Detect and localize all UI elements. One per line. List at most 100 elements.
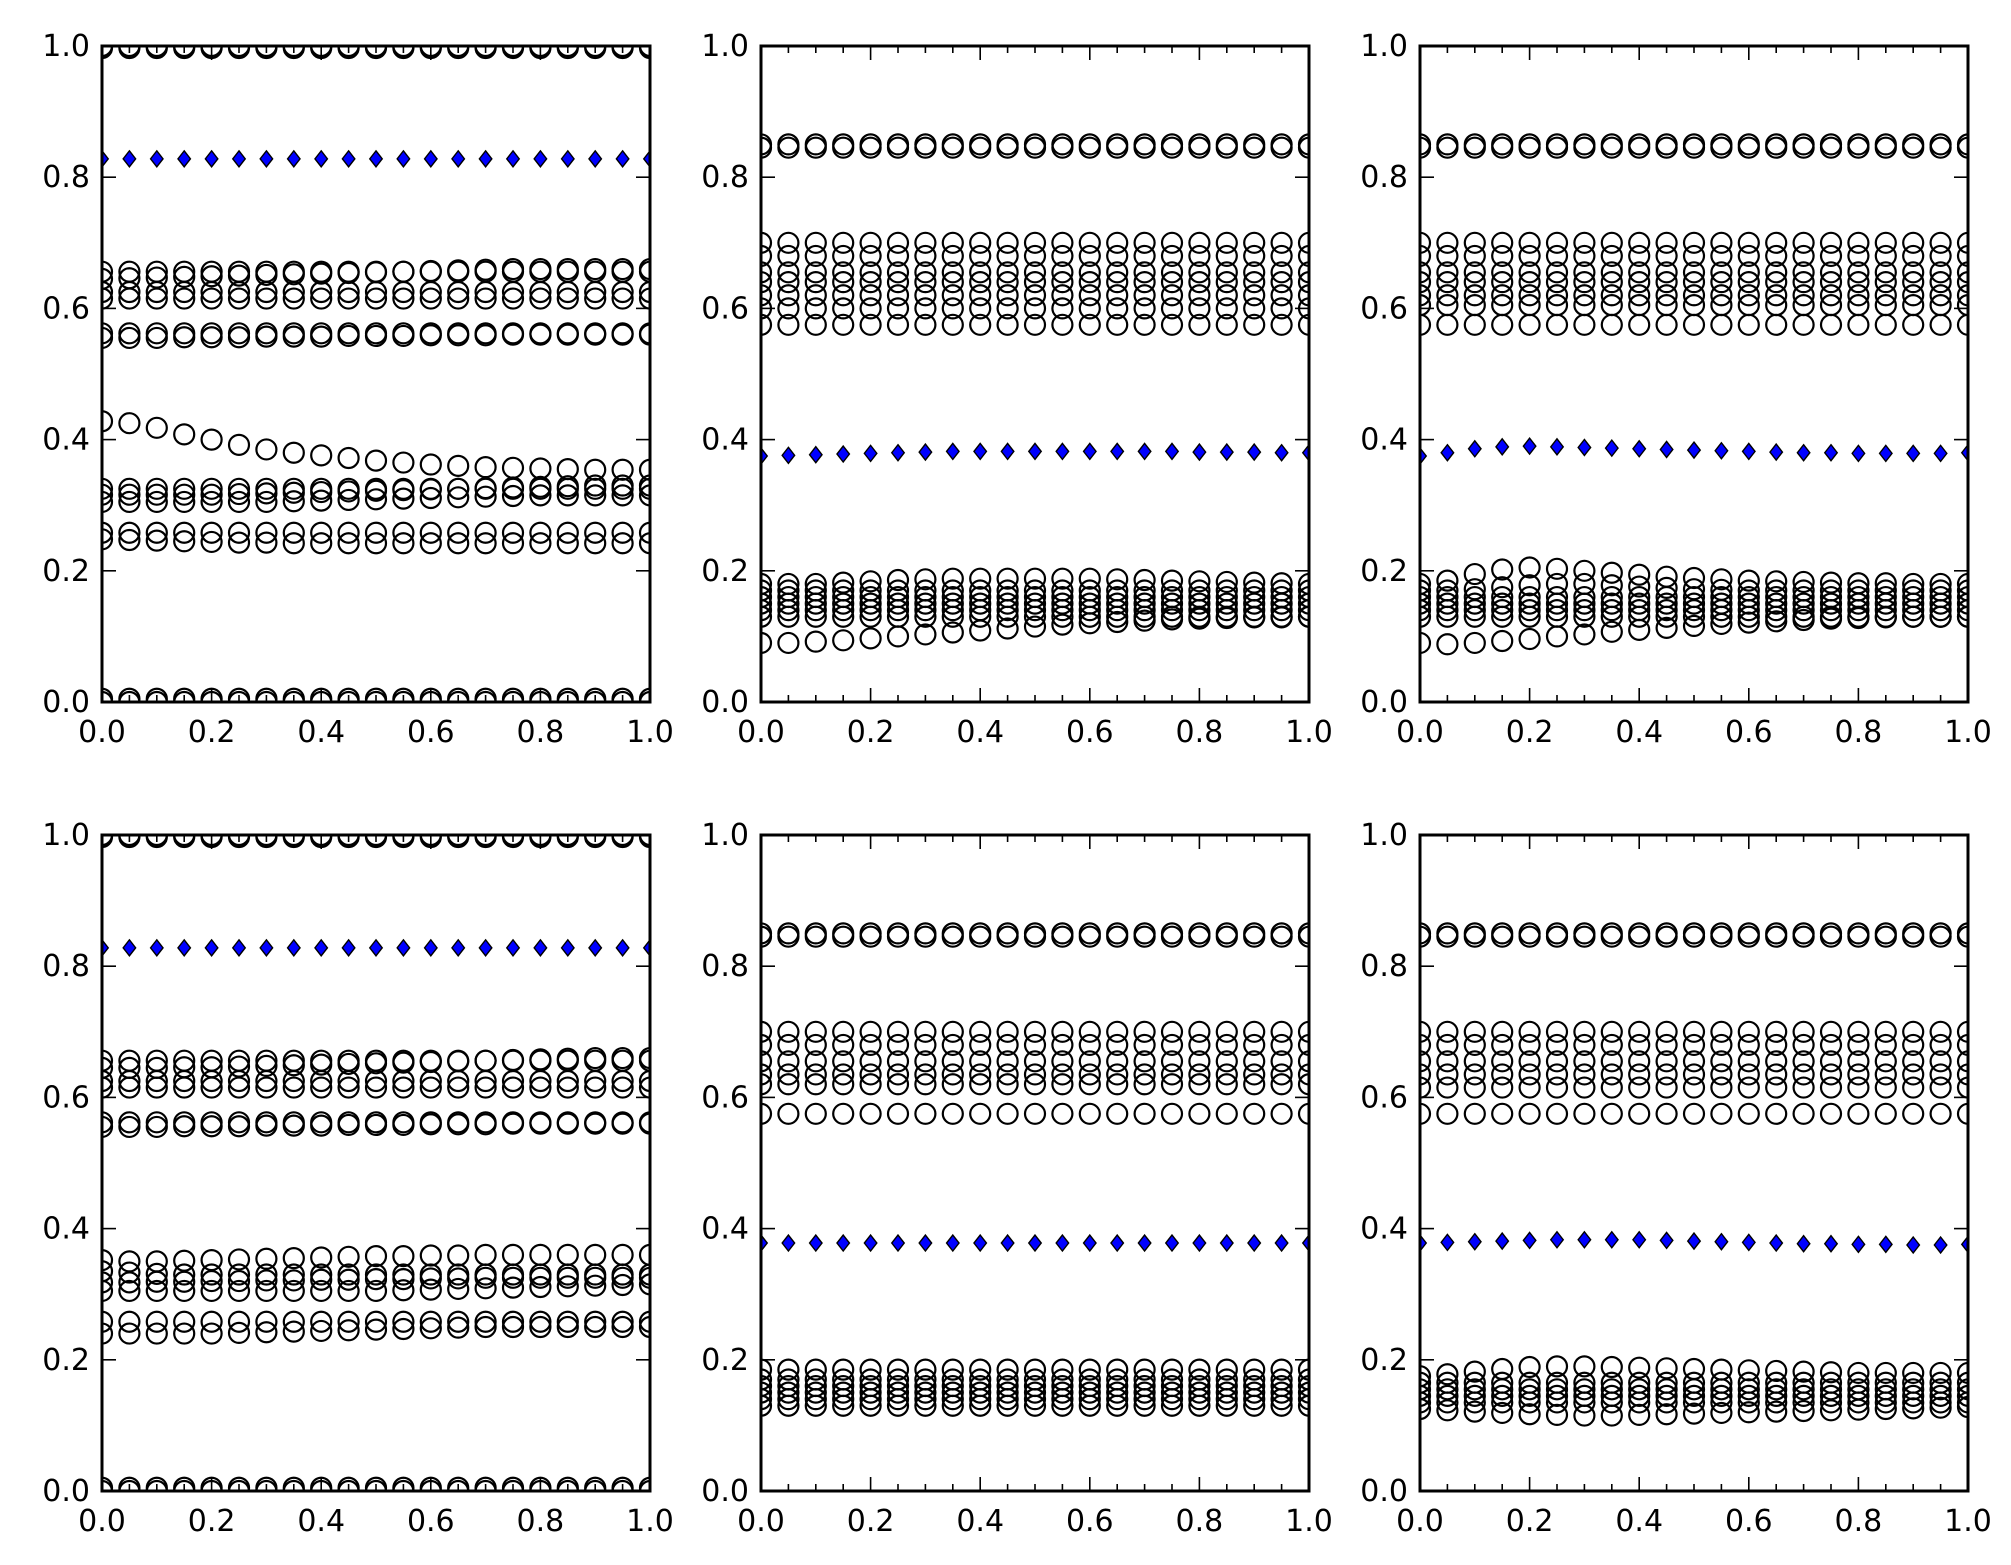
circle-point xyxy=(1133,1063,1156,1086)
circle-point xyxy=(282,1263,305,1286)
circle-point xyxy=(996,599,1019,622)
diamond-point xyxy=(286,149,301,168)
circle-point xyxy=(501,1310,525,1333)
circle-point xyxy=(556,532,579,555)
circle-point xyxy=(1628,925,1651,948)
circle-point xyxy=(1078,1073,1101,1096)
circle-point xyxy=(1765,599,1788,622)
circle-point xyxy=(996,1063,1019,1086)
circle-point xyxy=(1765,313,1788,336)
diamond-point xyxy=(341,938,356,957)
circle-point xyxy=(282,46,305,58)
circle-point xyxy=(1628,1050,1651,1073)
circle-point xyxy=(255,1069,278,1093)
circle-point xyxy=(1956,1033,1968,1057)
circle-point xyxy=(1051,925,1074,948)
circle-point xyxy=(1655,1102,1678,1125)
circle-point xyxy=(1545,1076,1569,1099)
circle-point xyxy=(859,261,882,284)
x-tick-label: 0.6 xyxy=(407,715,455,750)
circle-point xyxy=(1929,1076,1952,1099)
circle-point xyxy=(1078,1033,1101,1057)
circle-point xyxy=(1023,1020,1047,1043)
circle-point xyxy=(1737,1076,1760,1099)
y-tick-label: 0.0 xyxy=(1360,685,1408,720)
circle-point xyxy=(173,280,196,304)
circle-point xyxy=(941,136,964,159)
circle-point xyxy=(886,1394,910,1417)
x-tick-label: 0.8 xyxy=(517,1504,565,1539)
circle-point xyxy=(145,280,168,304)
circle-point xyxy=(611,1479,634,1491)
circle-point xyxy=(145,46,168,58)
circle-point xyxy=(310,280,333,304)
circle-point xyxy=(804,1050,827,1073)
circle-point xyxy=(118,483,141,506)
circle-point xyxy=(914,1394,937,1417)
circle-point xyxy=(1682,284,1706,307)
circle-point xyxy=(1874,592,1897,615)
circle-point xyxy=(804,1033,827,1057)
circle-point xyxy=(832,1073,855,1096)
series-13-circle xyxy=(1420,592,1968,615)
circle-point xyxy=(1628,231,1651,254)
diamond-point xyxy=(1632,1230,1647,1249)
circle-point xyxy=(392,521,415,544)
circle-point xyxy=(1737,231,1760,254)
circle-point xyxy=(1243,271,1266,294)
circle-point xyxy=(996,617,1019,640)
circle-point xyxy=(1188,1388,1211,1411)
circle-point xyxy=(310,1114,333,1137)
circle-point xyxy=(255,1247,278,1270)
circle-point xyxy=(1682,1378,1706,1401)
circle-point xyxy=(1518,1102,1541,1125)
circle-point xyxy=(364,280,388,304)
circle-point xyxy=(1710,1102,1733,1125)
circle-point xyxy=(474,324,497,347)
circle-point xyxy=(1106,271,1129,294)
circle-point xyxy=(1023,271,1047,294)
circle-point xyxy=(941,567,964,590)
circle-point xyxy=(1737,1050,1760,1073)
circle-point xyxy=(832,284,855,307)
circle-point xyxy=(1710,605,1733,628)
circle-point xyxy=(392,690,415,702)
diamond-point xyxy=(1000,1233,1015,1253)
circle-point xyxy=(1160,1381,1184,1404)
circle-point xyxy=(996,271,1019,294)
y-tick-label: 0.6 xyxy=(1360,291,1408,326)
circle-point xyxy=(1133,1381,1156,1404)
diamond-point xyxy=(1823,443,1839,462)
circle-point xyxy=(761,599,773,622)
circle-point xyxy=(419,1076,442,1099)
circle-point xyxy=(282,1054,305,1077)
circle-point xyxy=(1023,1388,1047,1411)
circle-point xyxy=(1133,313,1156,336)
y-tick-label: 0.4 xyxy=(701,423,749,458)
circle-point xyxy=(996,1102,1019,1125)
circle-point xyxy=(1765,1102,1788,1125)
circle-point xyxy=(1655,1403,1678,1426)
circle-point xyxy=(1133,599,1156,622)
circle-point xyxy=(1874,1397,1897,1421)
circle-point xyxy=(1188,1020,1211,1043)
series-11-circle xyxy=(102,474,650,506)
diamond-point xyxy=(1110,1233,1125,1253)
circle-point xyxy=(392,835,415,847)
diamond-point xyxy=(1467,1232,1482,1251)
circle-point xyxy=(392,46,415,58)
circle-point xyxy=(1023,261,1047,284)
circle-point xyxy=(1710,1033,1733,1057)
circle-point xyxy=(364,1052,388,1075)
circle-point xyxy=(118,490,141,514)
circle-point xyxy=(914,136,937,159)
circle-point xyxy=(145,521,168,544)
circle-point xyxy=(474,287,497,310)
circle-point xyxy=(1710,1050,1733,1073)
circle-point xyxy=(1243,313,1266,336)
circle-point xyxy=(777,1050,800,1073)
circle-point xyxy=(1628,1356,1651,1379)
circle-point xyxy=(1710,261,1733,284)
diamond-point xyxy=(890,1233,906,1253)
diamond-point xyxy=(1137,442,1152,461)
